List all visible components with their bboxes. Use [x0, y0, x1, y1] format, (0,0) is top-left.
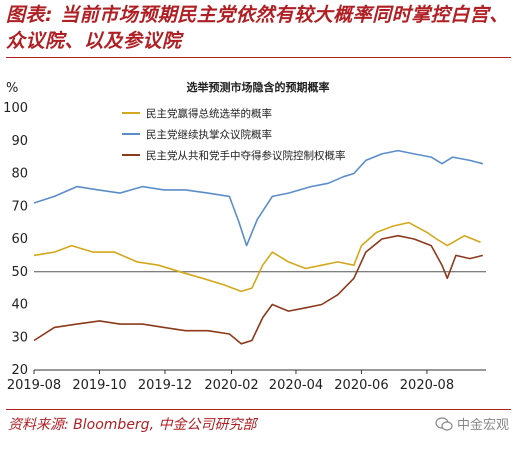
x-tick-label: 2019-12 — [138, 378, 192, 393]
y-axis-unit-label: % — [6, 81, 18, 96]
x-tick-label: 2020-04 — [269, 378, 323, 393]
chart-legend-layer: 民主党赢得总统选举的概率民主党继续执掌众议院概率民主党从共和党手中夺得参议院控制… — [122, 107, 346, 162]
y-tick-label: 70 — [11, 199, 28, 214]
bottom-divider — [6, 409, 511, 410]
y-tick-label: 100 — [3, 101, 28, 116]
series-line-2 — [33, 149, 483, 247]
y-tick-label: 90 — [11, 134, 28, 149]
y-tick-label: 80 — [11, 167, 28, 182]
x-tick-label: 2019-08 — [7, 378, 61, 393]
legend-label-3: 民主党从共和党手中夺得参议院控制权概率 — [146, 149, 346, 162]
source-note: 资料来源: Bloomberg, 中金公司研究部 — [8, 417, 257, 433]
y-tick-label: 20 — [11, 363, 28, 378]
legend-label-1: 民主党赢得总统选举的概率 — [146, 107, 272, 120]
chart-series-layer — [33, 149, 483, 345]
x-tick-label: 2020-08 — [400, 378, 454, 393]
series-line-3 — [33, 234, 483, 345]
chart-title: 选举预测市场隐含的预期概率 — [187, 80, 330, 94]
watermark-text: 中金宏观 — [456, 418, 509, 433]
x-tick-label: 2020-06 — [334, 378, 388, 393]
y-tick-label: 30 — [11, 330, 28, 345]
legend-label-2: 民主党继续执掌众议院概率 — [146, 128, 272, 141]
wechat-icon — [435, 416, 453, 431]
y-tick-label: 60 — [11, 232, 28, 247]
y-tick-label: 50 — [11, 265, 28, 280]
top-divider — [6, 57, 511, 58]
y-tick-label: 40 — [11, 298, 28, 313]
x-tick-label: 2020-02 — [204, 378, 258, 393]
series-line-1 — [33, 221, 481, 293]
watermark: 中金宏观 — [435, 414, 509, 433]
x-tick-label: 2019-10 — [72, 378, 126, 393]
figure-title: 图表: 当前市场预期民主党依然有较大概率同时掌控白宫、众议院、以及参议院 — [6, 4, 509, 52]
